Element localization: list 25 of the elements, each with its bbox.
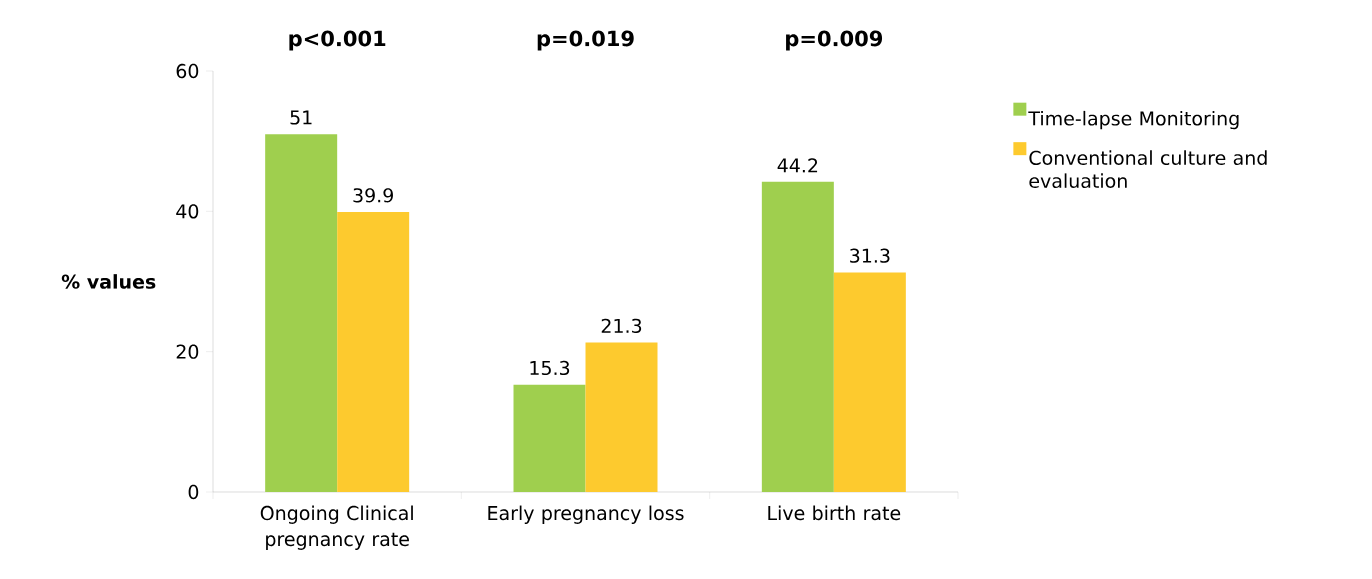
- y-tick-label: 0: [188, 484, 199, 500]
- x-tick-label: Live birth rate: [768, 505, 901, 521]
- x-tick-label: Ongoing Clinical pregnancy rate: [260, 505, 413, 550]
- bar: [833, 272, 906, 492]
- y-tick-label: 20: [176, 344, 199, 359]
- data-label: 44.2: [777, 158, 818, 173]
- y-tick-label: 40: [176, 204, 199, 219]
- legend-label: Time-lapse Monitoring: [1028, 110, 1239, 130]
- data-label: 15.3: [530, 360, 570, 376]
- data-label: 21.3: [601, 318, 642, 334]
- legend-label: Conventional culture and evaluation: [1029, 150, 1267, 189]
- bar: [761, 181, 834, 492]
- y-tick-label: 60: [176, 63, 199, 79]
- bar: [513, 384, 586, 492]
- y-axis-title: % values: [61, 274, 156, 289]
- text: p=0.019: [537, 30, 634, 51]
- bar: [585, 342, 658, 492]
- data-label: 51: [290, 110, 312, 125]
- bar: [337, 212, 410, 492]
- x-tick-label: Early pregnancy loss: [488, 505, 684, 524]
- bar: [265, 134, 338, 492]
- data-label: 39.9: [353, 188, 393, 203]
- data-label: 31.3: [850, 248, 890, 263]
- text: p<0.001: [289, 30, 386, 51]
- text: p=0.009: [786, 30, 883, 51]
